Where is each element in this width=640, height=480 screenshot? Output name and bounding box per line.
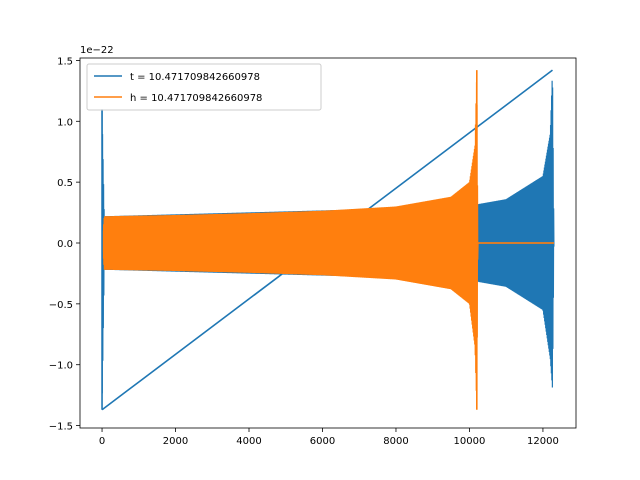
x-tick-label-1: 2000 <box>163 436 188 447</box>
series-layer <box>101 69 555 411</box>
x-tick-label-0: 0 <box>99 436 105 447</box>
y-tick-label-6: 1.5 <box>57 56 73 67</box>
legend-label-series-h: h = 10.471709842660978 <box>130 93 262 104</box>
y-tick-label-5: 1.0 <box>57 117 73 128</box>
y-tick-label-3: 0.0 <box>57 239 73 250</box>
y-tick-label-4: 0.5 <box>57 178 73 189</box>
x-axis: 0 2000 4000 6000 8000 10000 12000 <box>99 428 559 447</box>
y-axis: −1.5 −1.0 −0.5 0.0 0.5 1.0 1.5 <box>49 56 80 433</box>
legend-label-series-t: t = 10.471709842660978 <box>130 72 260 83</box>
x-tick-label-6: 12000 <box>527 436 559 447</box>
legend-box <box>86 63 322 111</box>
x-tick-label-5: 10000 <box>454 436 486 447</box>
legend: t = 10.471709842660978 h = 10.4717098426… <box>86 63 322 111</box>
y-tick-label-0: −1.5 <box>49 422 73 433</box>
x-tick-label-3: 6000 <box>310 436 335 447</box>
y-tick-label-2: −0.5 <box>49 300 73 311</box>
x-tick-label-4: 8000 <box>383 436 408 447</box>
x-tick-label-2: 4000 <box>236 436 261 447</box>
y-tick-label-1: −1.0 <box>49 361 73 372</box>
y-offset-label: 1e−22 <box>80 45 114 56</box>
